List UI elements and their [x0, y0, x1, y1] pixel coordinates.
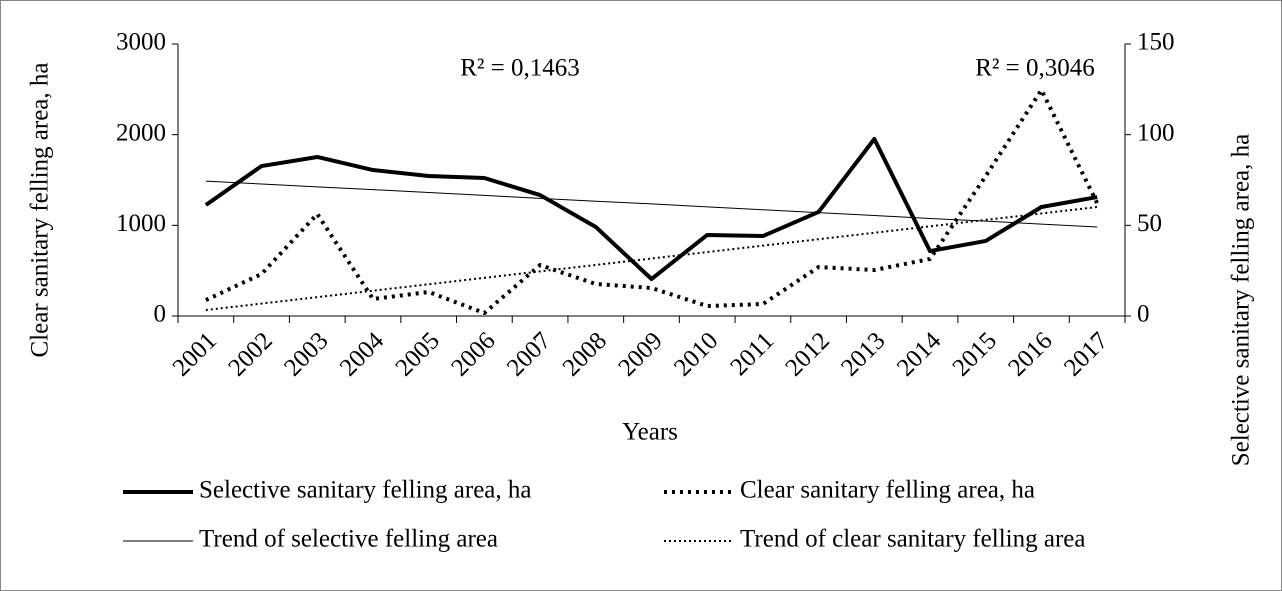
y2-tick-label: 0	[1137, 301, 1150, 328]
y2-axis-title: Selective sanitary felling area, ha	[1228, 134, 1255, 466]
y2-tick-label: 100	[1137, 119, 1175, 146]
x-axis-title: Years	[622, 419, 678, 446]
series-line	[205, 180, 1098, 228]
y2-tick-label: 50	[1137, 210, 1162, 237]
legend-label: Trend of clear sanitary felling area	[740, 526, 1085, 553]
legend-label: Selective sanitary felling area, ha	[199, 477, 531, 504]
annotation: R² = 0,3046	[975, 55, 1095, 82]
annotation: R² = 0,1463	[460, 55, 580, 82]
series-line	[204, 137, 1098, 282]
y2-tick-label: 150	[1137, 29, 1175, 56]
y-tick-label: 1000	[116, 210, 166, 237]
legend-label: Trend of selective felling area	[199, 526, 498, 553]
y-tick-label: 2000	[116, 119, 166, 146]
y-tick-label: 0	[154, 301, 167, 328]
y-tick-label: 3000	[116, 29, 166, 56]
legend-label: Clear sanitary felling area, ha	[740, 477, 1035, 504]
y-axis-title: Clear sanitary felling area, ha	[27, 63, 54, 358]
